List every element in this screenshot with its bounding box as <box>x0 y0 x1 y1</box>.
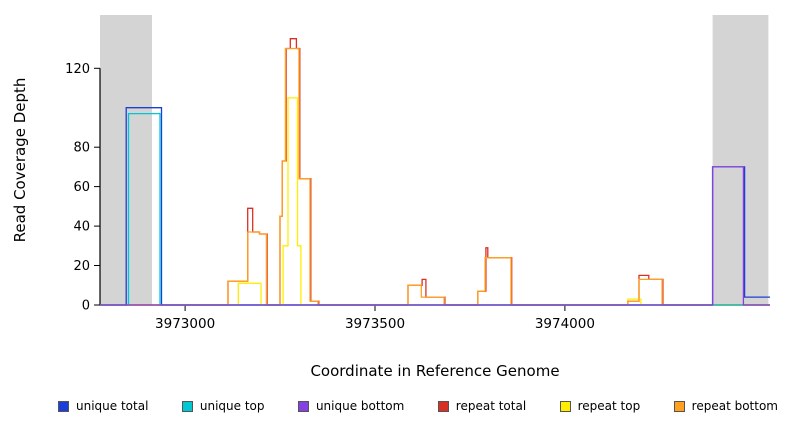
legend-swatch-repeat-top <box>559 400 571 412</box>
series-repeat-top <box>100 97 770 306</box>
y-axis-title: Read Coverage Depth <box>11 78 29 243</box>
legend-swatch-repeat-bottom <box>673 400 685 412</box>
series-repeat-total <box>100 38 770 306</box>
legend-label-unique-total: unique total <box>76 399 149 413</box>
y-tick-label: 120 <box>65 62 90 77</box>
x-tick-label: 3973000 <box>155 316 215 332</box>
legend-item-repeat-total: repeat total <box>437 399 527 413</box>
masked-region <box>712 15 769 305</box>
legend-item-repeat-bottom: repeat bottom <box>673 399 778 413</box>
coverage-plot: Read Coverage Depth Coordinate in Refere… <box>11 15 770 380</box>
legend-item-unique-top: unique top <box>181 399 265 413</box>
series-repeat-bottom <box>100 47 770 306</box>
legend-label-repeat-top: repeat top <box>577 399 641 413</box>
series-unique-bottom <box>100 166 770 306</box>
legend: unique total unique top unique bottom re… <box>0 399 792 413</box>
y-tick-label: 60 <box>73 180 90 195</box>
legend-item-repeat-top: repeat top <box>559 399 641 413</box>
x-axis-title: Coordinate in Reference Genome <box>310 362 559 380</box>
legend-swatch-unique-top <box>181 400 193 412</box>
y-tick-label: 0 <box>82 299 90 314</box>
legend-label-repeat-total: repeat total <box>455 399 527 413</box>
legend-swatch-unique-bottom <box>297 400 309 412</box>
legend-label-repeat-bottom: repeat bottom <box>691 399 778 413</box>
x-tick-label: 3974000 <box>535 316 595 332</box>
legend-swatch-repeat-total <box>437 400 449 412</box>
x-tick-label: 3973500 <box>345 316 405 332</box>
y-tick-label: 20 <box>73 259 90 274</box>
legend-label-unique-bottom: unique bottom <box>315 399 405 413</box>
series-unique-top <box>100 112 770 306</box>
y-tick-label: 40 <box>73 220 90 235</box>
y-tick-label: 80 <box>73 141 90 156</box>
legend-swatch-unique-total <box>58 400 69 412</box>
legend-item-unique-bottom: unique bottom <box>297 399 405 413</box>
legend-item-unique-total: unique total <box>58 399 148 413</box>
series-unique-total <box>100 107 770 306</box>
legend-label-unique-top: unique top <box>199 399 265 413</box>
